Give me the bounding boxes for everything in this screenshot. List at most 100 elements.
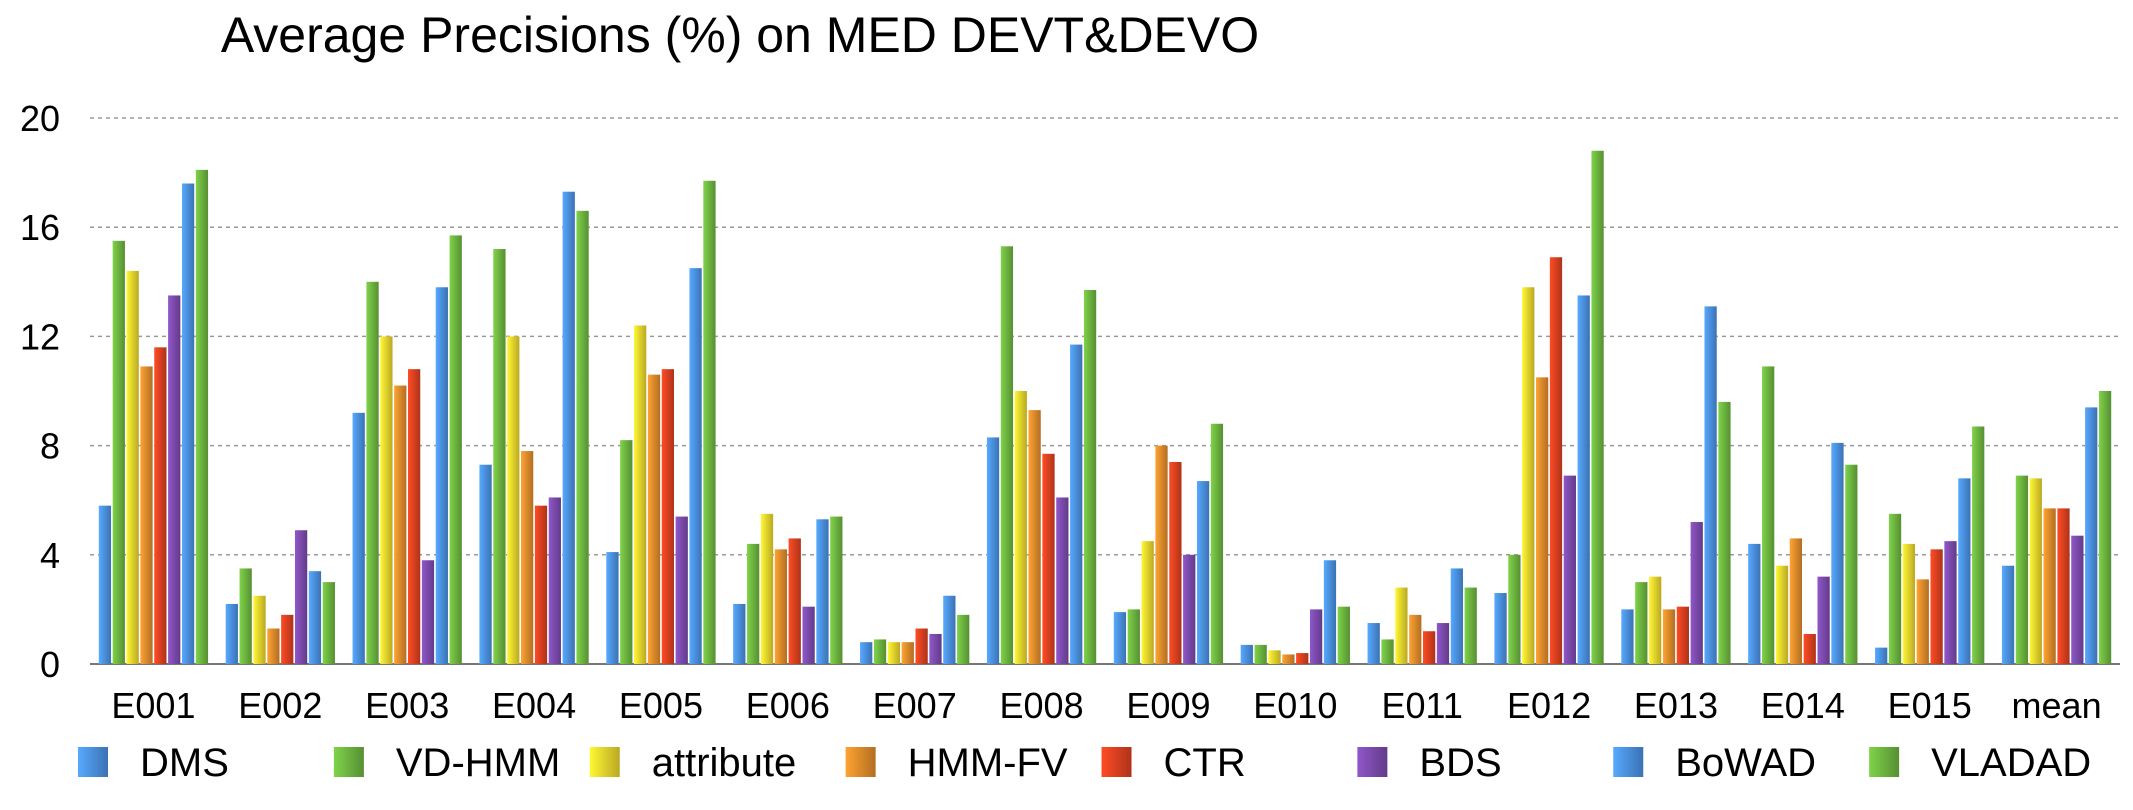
bar-e005-ctr: [661, 369, 674, 664]
bar-e007-attribute: [887, 642, 901, 664]
bar-e002-dms: [225, 603, 238, 664]
bar-e004-ctr: [534, 505, 548, 664]
bar-e012-bowad: [1577, 295, 1590, 664]
bar-e009-hmm-fv: [1155, 445, 1168, 664]
bar-e011-vladad: [1464, 587, 1477, 664]
bar-e005-vladad: [703, 180, 716, 665]
bar-e012-hmm-fv: [1536, 377, 1549, 664]
bar-mean-bds: [2071, 535, 2084, 664]
x-tick-label: E014: [1761, 685, 1845, 726]
bar-e002-ctr: [281, 614, 294, 664]
bar-e001-ctr: [154, 347, 167, 664]
legend-label-hmm-fv: HMM-FV: [908, 741, 1068, 785]
bar-e001-vladad: [195, 169, 209, 664]
bar-e004-bowad: [562, 191, 575, 664]
bar-e007-bowad: [943, 595, 956, 664]
bar-e002-attribute: [253, 595, 266, 664]
bar-e003-dms: [352, 412, 365, 664]
bar-mean-attribute: [2029, 478, 2042, 664]
bar-e008-bowad: [1070, 344, 1083, 664]
bar-mean-hmm-fv: [2043, 508, 2056, 664]
bar-e003-ctr: [407, 369, 421, 664]
bar-e007-ctr: [915, 628, 928, 664]
bar-e010-attribute: [1268, 650, 1281, 664]
bar-e011-hmm-fv: [1409, 614, 1422, 664]
bar-e008-bds: [1056, 497, 1069, 664]
bar-e007-vd-hmm: [873, 639, 887, 664]
x-tick-label: E002: [238, 685, 322, 726]
bar-e004-bds: [548, 497, 561, 664]
bar-e001-attribute: [126, 270, 139, 664]
bar-e013-vladad: [1718, 401, 1731, 664]
bar-e014-dms: [1748, 543, 1761, 664]
bar-e008-vd-hmm: [1000, 246, 1014, 664]
y-tick-label: 16: [20, 207, 60, 248]
bar-e010-hmm-fv: [1282, 654, 1295, 664]
bar-e006-bds: [802, 606, 815, 664]
bar-e006-hmm-fv: [774, 549, 788, 664]
legend-label-bds: BDS: [1419, 741, 1501, 785]
legend-swatch-dms: [78, 747, 108, 777]
legend-label-vd-hmm: VD-HMM: [396, 741, 560, 785]
bar-e003-hmm-fv: [394, 385, 407, 664]
bar-e002-bowad: [308, 571, 322, 664]
x-tick-label: E013: [1634, 685, 1718, 726]
bar-e010-ctr: [1296, 653, 1309, 664]
bar-e002-bds: [294, 530, 308, 664]
bar-e001-dms: [98, 505, 112, 664]
bar-e002-vd-hmm: [239, 568, 252, 664]
bar-e010-bds: [1309, 609, 1323, 664]
x-tick-label: E012: [1507, 685, 1591, 726]
bar-e003-vladad: [449, 235, 462, 664]
bar-e012-bds: [1563, 475, 1576, 664]
bar-e001-hmm-fv: [140, 366, 153, 664]
bar-e009-vd-hmm: [1127, 609, 1140, 664]
bar-e008-hmm-fv: [1028, 410, 1041, 664]
bar-e009-bds: [1183, 554, 1196, 664]
bar-e005-bds: [675, 516, 688, 664]
legend-label-dms: DMS: [140, 741, 229, 785]
bar-e014-ctr: [1803, 633, 1816, 664]
bar-e014-vladad: [1845, 464, 1858, 664]
bar-e006-attribute: [760, 513, 774, 664]
bar-e004-vladad: [576, 210, 589, 664]
legend-swatch-ctr: [1101, 747, 1132, 777]
bar-e013-vd-hmm: [1635, 582, 1648, 664]
bar-e009-dms: [1113, 612, 1127, 664]
bar-e007-bds: [929, 633, 942, 664]
bar-e011-bowad: [1450, 568, 1463, 664]
legend-swatch-bds: [1357, 747, 1388, 777]
bar-e003-bowad: [435, 287, 448, 664]
bar-e012-vd-hmm: [1508, 554, 1521, 664]
bar-e006-bowad: [816, 519, 829, 664]
bar-e005-attribute: [634, 325, 647, 664]
legend-swatch-vladad: [1869, 747, 1900, 777]
bar-e001-bds: [168, 295, 181, 664]
legend-swatch-attribute: [589, 747, 620, 777]
bar-e015-vladad: [1972, 426, 1985, 664]
bar-mean-ctr: [2057, 508, 2070, 664]
bar-e011-attribute: [1395, 587, 1408, 664]
x-tick-label: E015: [1888, 685, 1972, 726]
x-axis-ticks: E001 E002 E003 E004 E005 E006 E007 E008 E009 E010…: [111, 685, 2101, 726]
bar-e014-attribute: [1775, 565, 1789, 664]
bar-e006-vladad: [830, 516, 843, 664]
x-tick-label: E007: [873, 685, 957, 726]
bar-e006-dms: [733, 603, 746, 664]
bar-e010-bowad: [1323, 560, 1337, 664]
y-tick-label: 4: [40, 535, 60, 576]
chart-title: Average Precisions (%) on MED DEVT&DEVO: [221, 7, 1259, 63]
bar-e014-bds: [1817, 576, 1830, 664]
bar-e015-bowad: [1958, 478, 1971, 664]
bar-e009-attribute: [1141, 541, 1154, 664]
bar-e014-bowad: [1831, 442, 1844, 664]
bar-e014-vd-hmm: [1762, 366, 1775, 664]
bar-e002-vladad: [322, 582, 335, 664]
legend-swatch-hmm-fv: [845, 747, 876, 777]
legend-label-vladad: VLADAD: [1931, 741, 2091, 785]
bar-e015-attribute: [1902, 543, 1916, 664]
y-tick-label: 20: [20, 98, 60, 139]
x-tick-label: E005: [619, 685, 703, 726]
bar-e010-vladad: [1337, 606, 1350, 664]
bar-e001-vd-hmm: [112, 240, 125, 664]
